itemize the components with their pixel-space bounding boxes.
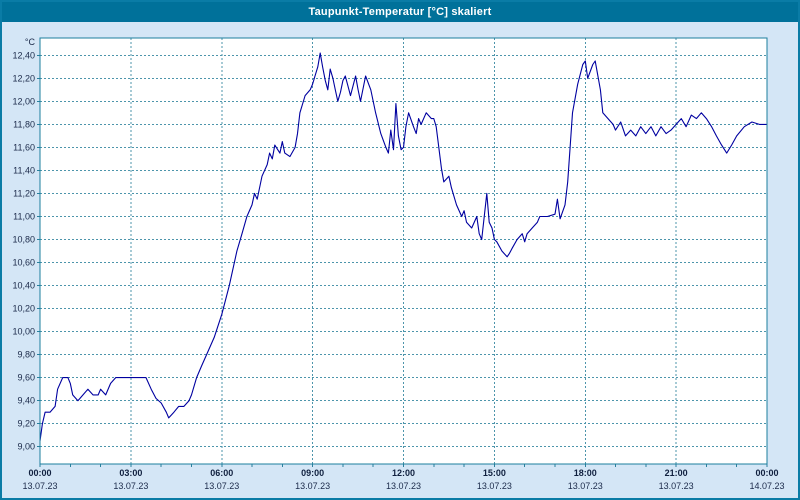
x-tick-time-label: 12:00 bbox=[392, 468, 415, 478]
y-tick-label: 11,60 bbox=[13, 142, 35, 152]
x-tick-date-label: 13.07.23 bbox=[477, 481, 512, 491]
x-tick-time-label: 09:00 bbox=[301, 468, 324, 478]
y-tick-label: 9,40 bbox=[17, 396, 35, 406]
x-tick-time-label: 21:00 bbox=[665, 468, 688, 478]
y-tick-label: 9,60 bbox=[17, 373, 35, 383]
x-tick-date-label: 14.07.23 bbox=[749, 481, 784, 491]
y-tick-label: 10,80 bbox=[12, 235, 35, 245]
temperature-line-series bbox=[39, 52, 767, 442]
y-tick-label: 12,40 bbox=[12, 50, 35, 60]
x-tick-date-label: 13.07.23 bbox=[204, 481, 239, 491]
y-tick-label: 11,00 bbox=[13, 212, 35, 222]
x-tick-date-label: 13.07.23 bbox=[113, 481, 148, 491]
x-tick-time-label: 15:00 bbox=[483, 468, 506, 478]
y-tick-label: 12,20 bbox=[12, 73, 35, 83]
x-tick-date-label: 13.07.23 bbox=[22, 481, 57, 491]
chart-svg: 9,00 9,20 9,40 9,60 9,80 10,00 10,20 10,40 10,60… bbox=[12, 37, 784, 491]
x-tick-date-label: 13.07.23 bbox=[295, 481, 330, 491]
y-tick-label: 11,80 bbox=[13, 119, 35, 129]
y-tick-label: 9,00 bbox=[17, 442, 35, 452]
x-tick-date-label: 13.07.23 bbox=[659, 481, 694, 491]
y-tick-label: 9,80 bbox=[17, 350, 35, 360]
y-tick-label: 9,20 bbox=[17, 419, 35, 429]
y-tick-label: 11,40 bbox=[13, 165, 35, 175]
plot-border bbox=[39, 37, 768, 465]
x-tick-time-label: 00:00 bbox=[28, 468, 51, 478]
y-tick-label: 10,40 bbox=[12, 281, 35, 291]
x-tick-time-label: 18:00 bbox=[574, 468, 597, 478]
y-tick-label: 10,20 bbox=[12, 304, 35, 314]
y-tick-label: 10,00 bbox=[12, 327, 35, 337]
window-title: Taupunkt-Temperatur [°C] skaliert bbox=[308, 6, 492, 18]
x-tick-time-label: 03:00 bbox=[119, 468, 142, 478]
window-titlebar: Taupunkt-Temperatur [°C] skaliert bbox=[2, 2, 798, 22]
x-tick-time-label: 00:00 bbox=[755, 468, 778, 478]
y-tick-label: 12,00 bbox=[12, 96, 35, 106]
x-tick-date-label: 13.07.23 bbox=[386, 481, 421, 491]
x-tick-time-label: 06:00 bbox=[210, 468, 233, 478]
y-axis-unit-label: °C bbox=[25, 37, 36, 47]
y-tick-label: 10,60 bbox=[12, 258, 35, 268]
y-tick-label: 11,20 bbox=[13, 188, 35, 198]
chart-area: 9,00 9,20 9,40 9,60 9,80 10,00 10,20 10,40 10,60… bbox=[2, 22, 798, 498]
x-tick-date-label: 13.07.23 bbox=[568, 481, 603, 491]
